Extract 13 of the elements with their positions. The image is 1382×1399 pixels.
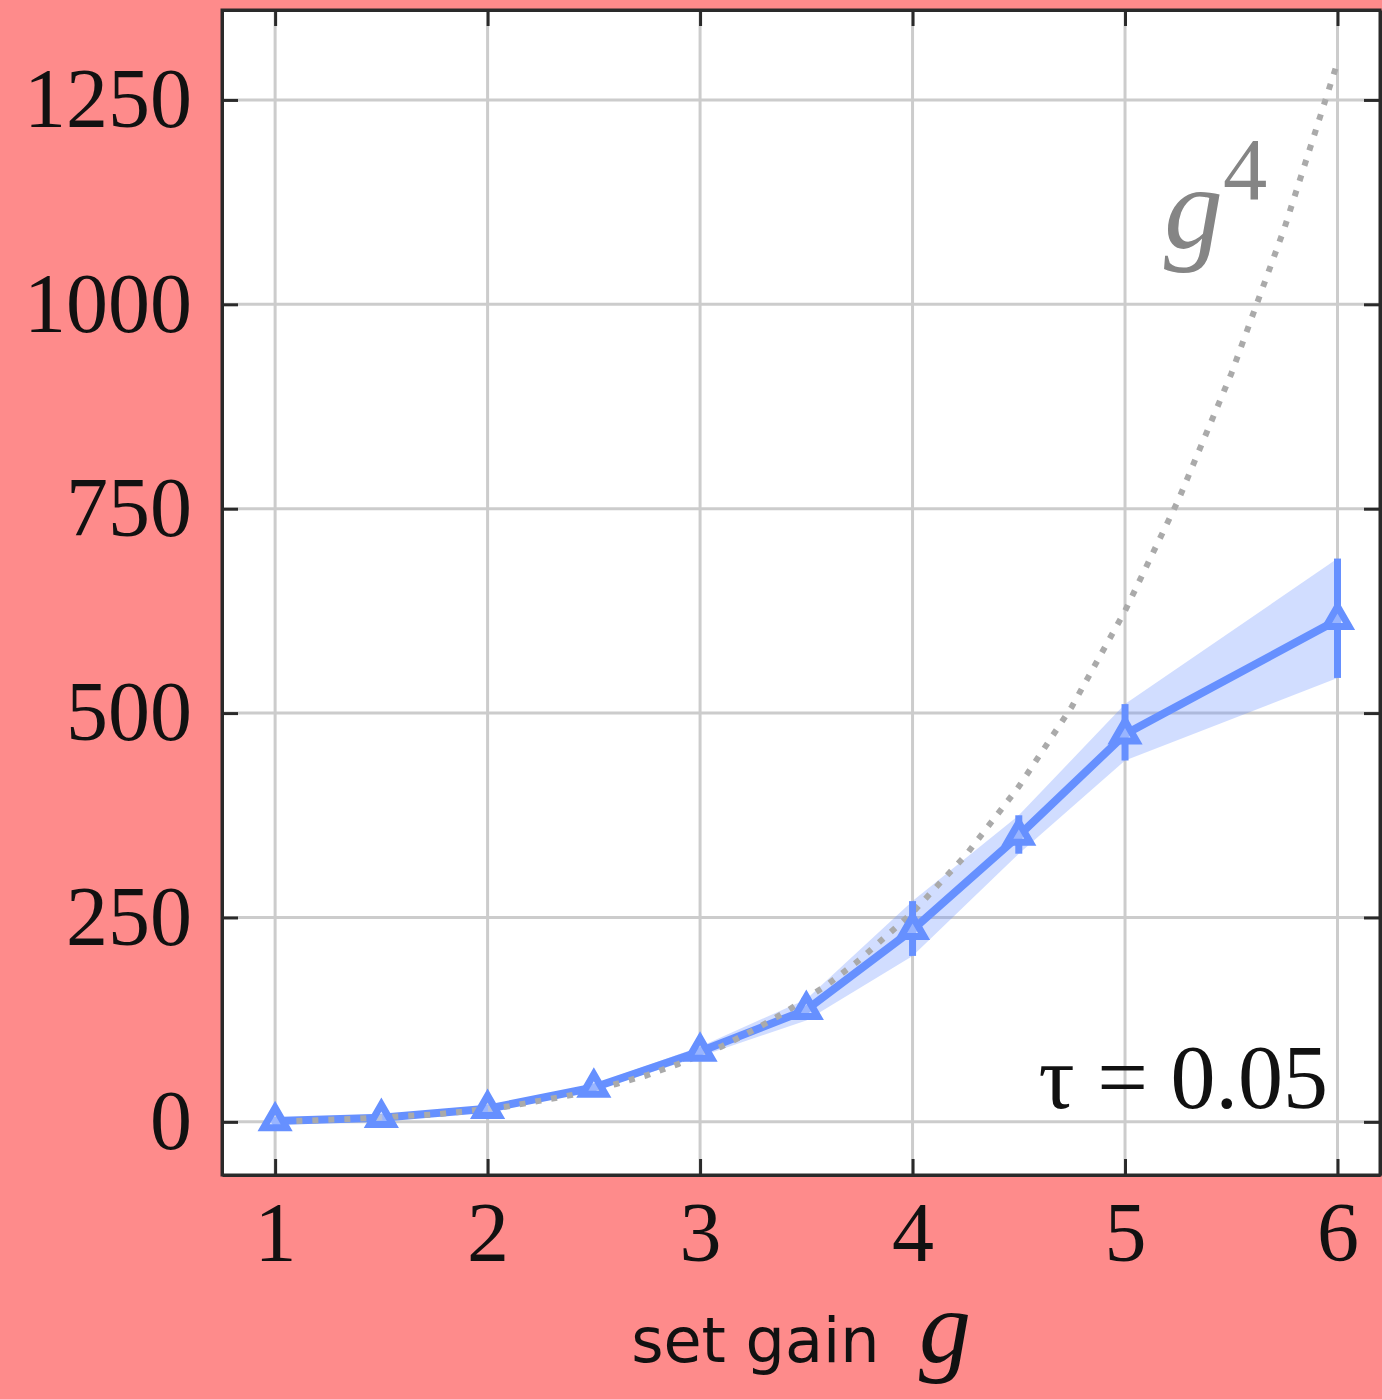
y-tick-label: 1250: [24, 52, 192, 146]
series-label: g$^{4}$: [1163, 120, 1268, 275]
x-tick-label: 1: [254, 1185, 297, 1279]
x-tick-label: 6: [1317, 1185, 1359, 1279]
y-tick-label: 0: [150, 1074, 192, 1168]
point: [1107, 717, 1143, 745]
annotation: τ = 0.05: [1038, 1028, 1328, 1127]
x-tick-label: 2: [467, 1185, 510, 1279]
y-tick-label: 750: [66, 461, 192, 555]
y-tick-label: 250: [66, 869, 192, 963]
y-tick-label: 500: [66, 665, 192, 759]
x-tick-label: 5: [1104, 1185, 1147, 1279]
y-tick-label: 1000: [24, 256, 192, 350]
